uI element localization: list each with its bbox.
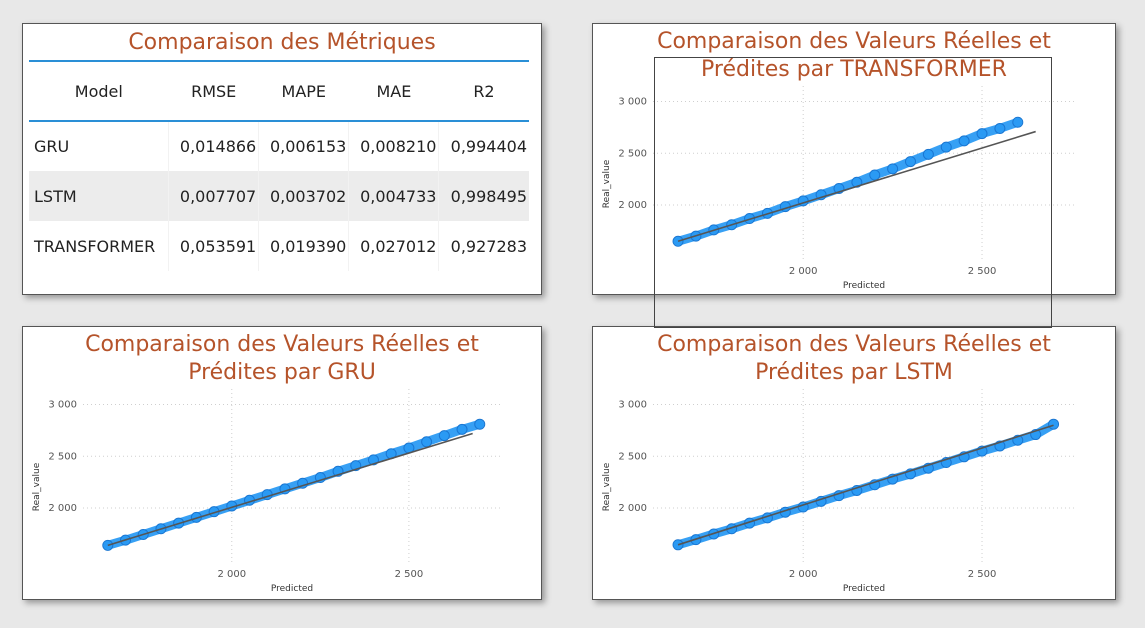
table-row[interactable]: LSTM 0,007707 0,003702 0,004733 0,998495 [29,171,529,221]
x-tick-label: 2 000 [789,266,818,277]
scatter-point [672,235,684,247]
scatter-point [869,169,881,181]
x-axis-title: Predicted [271,584,313,594]
cell-rmse: 0,053591 [168,221,259,271]
table-header-row: Model RMSE MAPE MAE R2 [29,60,529,122]
x-tick-label: 2 500 [968,569,997,580]
cell-rmse: 0,007707 [168,171,259,221]
metrics-table-title: Comparaison des Métriques [128,30,436,55]
scatter-point [851,176,863,188]
y-tick-label: 3 000 [618,97,647,108]
transformer-chart-card[interactable]: Comparaison des Valeurs Réelles et Prédi… [592,23,1116,295]
x-tick-label: 2 500 [395,569,424,580]
trend-line [677,424,1054,546]
chart-title-line-1: Comparaison des Valeurs Réelles et [657,332,1051,357]
cell-mape: 0,003702 [258,171,349,221]
chart-title: Comparaison des Valeurs Réelles et Prédi… [593,331,1115,387]
cell-model: TRANSFORMER [34,236,156,256]
scatter-point [904,156,916,168]
x-tick-label: 2 500 [968,266,997,277]
lstm-scatter-plot[interactable]: 2 000 2 500 3 000 2 000 2 500 Predicted Real_v… [593,327,1115,599]
scatter-point [958,135,970,147]
table-row[interactable]: TRANSFORMER 0,053591 0,019390 0,027012 0… [29,221,529,271]
y-axis-title: Real_value [602,462,612,511]
cell-mae: 0,008210 [348,121,439,171]
scatter-point [994,122,1006,134]
cell-mape: 0,019390 [258,221,349,271]
y-tick-label: 2 500 [618,148,647,159]
y-axis-title: Real_value [602,159,612,208]
scatter-point [922,148,934,160]
scatter-point [887,163,899,175]
chart-title-line-1: Comparaison des Valeurs Réelles et [85,332,479,357]
scatter-point [672,539,684,551]
chart-title-line-2: Prédites par GRU [188,360,376,385]
chart-title: Comparaison des Valeurs Réelles et Prédi… [23,331,541,387]
scatter-point [421,436,433,448]
cell-mae: 0,027012 [348,221,439,271]
metrics-table-card: Comparaison des Métriques Model RMSE MAP… [22,23,542,295]
chart-title-line-2: Prédites par LSTM [755,360,953,385]
cell-mape: 0,006153 [258,121,349,171]
cell-model: GRU [34,137,70,156]
scatter-point [940,141,952,153]
scatter-point [1012,116,1024,128]
cell-model: LSTM [34,186,77,206]
x-tick-label: 2 000 [217,569,246,580]
metrics-table: Model RMSE MAPE MAE R2 GRU 0,014866 0,00… [29,60,529,271]
y-tick-label: 3 000 [618,400,647,411]
column-header-mape[interactable]: MAPE [258,60,349,122]
y-tick-label: 2 000 [618,503,647,514]
scatter-point [474,418,486,430]
cell-r2: 0,927283 [438,221,529,271]
scatter-point [976,128,988,140]
column-header-mae[interactable]: MAE [348,60,439,122]
column-header-r2[interactable]: R2 [438,60,529,122]
gru-scatter-plot[interactable]: 2 000 2 500 3 000 2 000 2 500 Predicted Real_v… [23,327,541,599]
y-tick-label: 2 500 [48,451,77,462]
y-tick-label: 2 000 [618,200,647,211]
cell-r2: 0,994404 [438,121,529,171]
trend-line [677,130,1036,243]
x-tick-label: 2 000 [789,569,818,580]
y-tick-label: 3 000 [48,400,77,411]
lstm-chart-card[interactable]: Comparaison des Valeurs Réelles et Prédi… [592,326,1116,600]
trend-line [107,432,473,547]
y-tick-label: 2 000 [48,503,77,514]
x-axis-title: Predicted [843,584,885,594]
cell-mae: 0,004733 [348,171,439,221]
scatter-band [673,419,1058,550]
chart-title-line-1: Comparaison des Valeurs Réelles et [657,29,1051,54]
x-axis-title: Predicted [843,281,885,291]
column-header-rmse[interactable]: RMSE [168,60,259,122]
cell-r2: 0,998495 [438,171,529,221]
gru-chart-card[interactable]: Comparaison des Valeurs Réelles et Prédi… [22,326,542,600]
chart-title: Comparaison des Valeurs Réelles et Prédi… [593,28,1115,84]
scatter-point [1048,418,1060,430]
scatter-point [438,430,450,442]
scatter-point [456,423,468,435]
table-row[interactable]: GRU 0,014866 0,006153 0,008210 0,994404 [29,121,529,171]
column-header-model[interactable]: Model [29,60,169,122]
chart-title-line-2: Prédites par TRANSFORMER [701,57,1007,82]
cell-rmse: 0,014866 [168,121,259,171]
transformer-scatter-plot[interactable]: 2 000 2 500 3 000 2 000 2 500 Predicted Real_v… [593,24,1115,294]
y-axis-title: Real_value [32,462,42,511]
y-tick-label: 2 500 [618,451,647,462]
